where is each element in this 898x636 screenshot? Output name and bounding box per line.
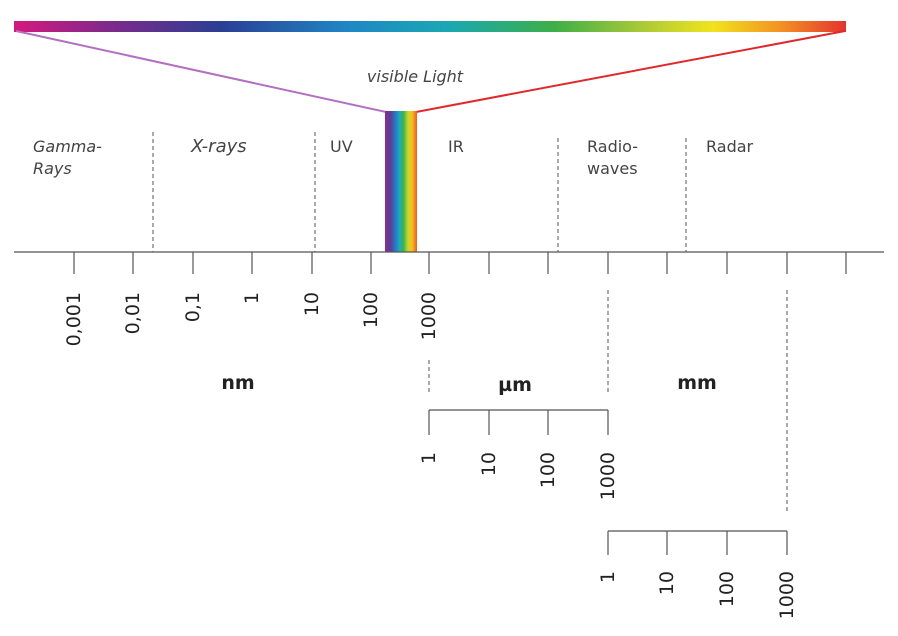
- label-x-rays: X-rays: [190, 136, 247, 157]
- label-uv: UV: [330, 137, 353, 156]
- nm-tick-10: 10: [301, 292, 323, 316]
- funnel-line-right: [415, 30, 846, 113]
- main-axis-ticks: [73, 252, 847, 274]
- um-axis-ticks: [428, 410, 609, 435]
- um-tick-10: 10: [478, 452, 500, 476]
- funnel-line-left: [15, 30, 387, 113]
- label-radio-waves-1: Radio-: [587, 137, 638, 156]
- visible-band: [385, 111, 417, 252]
- visible-light-label: visible Light: [367, 67, 464, 86]
- label-radio-waves-2: waves: [587, 159, 638, 178]
- mm-tick-10: 10: [656, 571, 678, 595]
- nm-tick-001: 0,01: [122, 292, 144, 334]
- nm-tick-0001: 0,001: [63, 292, 85, 346]
- um-tick-100: 100: [537, 452, 559, 488]
- nm-tick-01: 0,1: [182, 292, 204, 322]
- label-gamma-rays-1: Gamma-: [33, 137, 102, 156]
- unit-nm: nm: [221, 372, 254, 394]
- mm-tick-100: 100: [716, 571, 738, 607]
- nm-tick-1000: 1000: [418, 292, 440, 340]
- unit-um: µm: [498, 374, 532, 396]
- mm-axis-ticks: [607, 531, 788, 555]
- spectrum-bar: [14, 21, 846, 32]
- nm-tick-100: 100: [360, 292, 382, 328]
- mm-tick-1000: 1000: [776, 571, 798, 619]
- label-ir: IR: [448, 137, 464, 156]
- um-tick-1000: 1000: [597, 452, 619, 500]
- mm-tick-1: 1: [597, 571, 619, 583]
- unit-mm: mm: [677, 372, 717, 394]
- um-tick-1: 1: [418, 452, 440, 464]
- label-gamma-rays-2: Rays: [33, 159, 72, 178]
- nm-tick-1: 1: [241, 292, 263, 304]
- label-radar: Radar: [706, 137, 754, 156]
